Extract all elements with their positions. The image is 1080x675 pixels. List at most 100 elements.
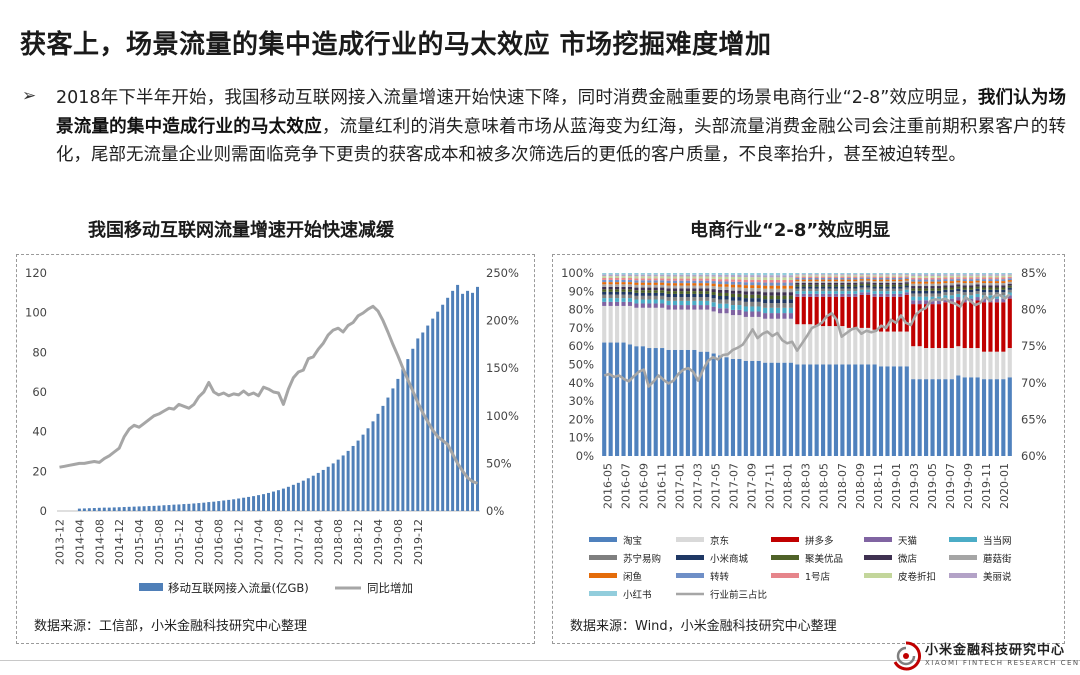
stack-segment-当当网 <box>801 291 806 294</box>
summary-paragraph: 2018年下半年开始，我国移动互联网接入流量增速开始快速下降，同时消费金融重要的… <box>56 84 1066 170</box>
stack-segment-蘑菇街 <box>936 283 942 287</box>
traffic-bar <box>87 508 91 511</box>
traffic-bar <box>476 286 480 511</box>
stack-segment-闲鱼 <box>859 279 864 281</box>
stack-segment-京东 <box>698 309 703 352</box>
stack-segment-拼多多 <box>949 302 954 349</box>
stack-segment-淘宝 <box>801 364 806 456</box>
stack-segment-当当网 <box>911 296 916 301</box>
stack-segment-1号店 <box>911 277 916 280</box>
stack-segment-京东 <box>833 326 839 365</box>
stack-segment-皮卷折扣 <box>602 276 607 279</box>
stack-segment-蘑菇街 <box>730 287 736 291</box>
stack-segment-蘑菇街 <box>775 288 781 293</box>
company-logo-icon <box>893 641 922 671</box>
stack-segment-转转 <box>866 277 871 280</box>
legend-label: 1号店 <box>805 571 830 583</box>
stack-segment-聚美优品 <box>730 293 736 298</box>
stack-segment-皮卷折扣 <box>936 275 942 278</box>
stack-segment-淘宝 <box>866 364 871 456</box>
stack-segment-1号店 <box>672 278 678 281</box>
x-tick-label: 2018-09 <box>854 463 867 509</box>
traffic-bar <box>202 502 206 511</box>
stack-segment-当当网 <box>814 291 819 294</box>
stack-segment-小红书 <box>756 273 761 276</box>
stack-segment-皮卷折扣 <box>949 275 954 278</box>
stack-segment-美丽说 <box>627 274 633 277</box>
traffic-bar <box>291 484 295 511</box>
legend-label: 行业前三占比 <box>710 589 767 601</box>
stack-segment-京东 <box>730 315 736 360</box>
stack-segment-聚美优品 <box>981 287 987 290</box>
stack-segment-苏宁易购 <box>608 294 613 299</box>
footer-logo-cn: 小米金融科技研究中心 <box>925 643 1066 658</box>
stack-segment-淘宝 <box>988 379 993 456</box>
stack-segment-蘑菇街 <box>872 281 877 283</box>
stack-segment-闲鱼 <box>653 282 658 285</box>
stack-segment-闲鱼 <box>827 279 832 282</box>
stack-segment-转转 <box>769 282 774 286</box>
stack-segment-皮卷折扣 <box>924 275 929 278</box>
stack-segment-闲鱼 <box>943 281 948 284</box>
stack-segment-拼多多 <box>904 294 909 332</box>
stack-segment-闲鱼 <box>724 284 729 287</box>
traffic-bar <box>262 494 266 511</box>
stack-segment-美丽说 <box>975 274 980 276</box>
stack-segment-美丽说 <box>821 274 826 276</box>
traffic-bar <box>247 496 251 511</box>
stack-segment-1号店 <box>711 278 716 282</box>
x-tick-label: 2018-07 <box>836 463 849 509</box>
stack-segment-聚美优品 <box>859 283 864 286</box>
stack-segment-小红书 <box>878 273 884 275</box>
stack-segment-淘宝 <box>788 362 793 456</box>
stack-segment-闲鱼 <box>756 285 761 289</box>
stack-segment-蘑菇街 <box>949 283 954 286</box>
stack-segment-当当网 <box>685 300 690 306</box>
stack-segment-蘑菇街 <box>756 288 761 292</box>
stack-segment-京东 <box>930 348 935 380</box>
right-y-tick-label: 85% <box>1021 266 1047 280</box>
stack-segment-微店 <box>917 286 922 289</box>
stack-segment-拼多多 <box>969 302 974 349</box>
stack-segment-微店 <box>788 292 793 296</box>
stack-segment-小米商城 <box>763 299 768 304</box>
stack-segment-蘑菇街 <box>634 284 639 288</box>
traffic-bar <box>376 413 380 511</box>
stack-segment-天猫 <box>705 305 710 310</box>
stack-segment-小红书 <box>872 273 877 275</box>
stack-segment-微店 <box>988 285 993 288</box>
stack-segment-聚美优品 <box>924 288 929 291</box>
stack-segment-皮卷折扣 <box>608 276 613 279</box>
stack-segment-闲鱼 <box>878 279 884 282</box>
stack-segment-小米商城 <box>615 291 620 295</box>
traffic-bar <box>112 507 116 511</box>
stack-segment-皮卷折扣 <box>981 275 987 278</box>
stack-segment-蘑菇街 <box>615 284 620 287</box>
stack-segment-1号店 <box>833 276 839 278</box>
stack-segment-美丽说 <box>1007 274 1012 276</box>
stack-segment-美丽说 <box>878 274 884 276</box>
stack-segment-聚美优品 <box>833 284 839 287</box>
stack-segment-蘑菇街 <box>821 281 826 283</box>
stack-segment-天猫 <box>821 293 826 297</box>
stack-segment-蘑菇街 <box>956 282 961 285</box>
stack-segment-拼多多 <box>795 296 800 325</box>
stack-segment-闲鱼 <box>679 283 684 286</box>
stack-segment-小米商城 <box>608 291 613 295</box>
stack-segment-皮卷折扣 <box>891 275 896 277</box>
stack-segment-小红书 <box>763 273 768 276</box>
stack-segment-美丽说 <box>911 274 916 276</box>
stack-segment-淘宝 <box>917 379 922 456</box>
stack-segment-天猫 <box>679 305 684 310</box>
stack-segment-闲鱼 <box>692 283 697 286</box>
stack-segment-美丽说 <box>795 274 800 276</box>
stack-segment-小米商城 <box>846 286 851 289</box>
stack-segment-当当网 <box>672 300 678 306</box>
stack-segment-京东 <box>808 324 813 365</box>
stack-segment-天猫 <box>602 301 607 306</box>
stack-segment-闲鱼 <box>853 279 858 282</box>
stack-segment-闲鱼 <box>994 281 999 284</box>
stack-segment-小红书 <box>1001 273 1006 275</box>
stack-segment-蘑菇街 <box>911 283 916 287</box>
stack-segment-苏宁易购 <box>975 291 980 294</box>
